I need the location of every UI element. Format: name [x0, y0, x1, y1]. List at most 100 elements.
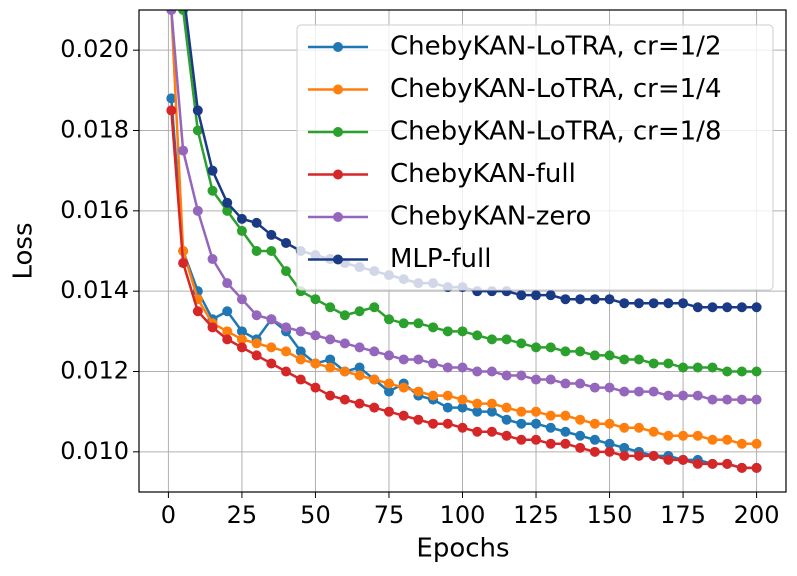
data-point [266, 229, 277, 240]
data-point [633, 422, 644, 433]
x-tick-label: 25 [227, 501, 258, 529]
data-point [678, 390, 689, 401]
data-point [501, 414, 512, 425]
data-point [472, 398, 483, 409]
data-point [736, 462, 747, 473]
data-point [692, 362, 703, 373]
data-point [575, 414, 586, 425]
data-point [383, 406, 394, 417]
data-point [619, 422, 630, 433]
data-point [413, 354, 424, 365]
legend-label: ChebyKAN-LoTRA, cr=1/2 [390, 32, 722, 62]
data-point [369, 402, 380, 413]
y-axis-label: Loss [9, 222, 39, 279]
x-tick-label: 50 [300, 501, 331, 529]
data-point [516, 406, 527, 417]
data-point [281, 366, 292, 377]
data-point [501, 402, 512, 413]
data-point [575, 294, 586, 305]
data-point [619, 298, 630, 309]
data-point [310, 294, 321, 305]
data-point [648, 450, 659, 461]
data-point [531, 342, 542, 353]
data-point [383, 314, 394, 325]
data-point [633, 298, 644, 309]
data-point [722, 366, 733, 377]
data-point [428, 322, 439, 333]
data-point [516, 418, 527, 429]
legend: ChebyKAN-LoTRA, cr=1/2 ChebyKAN-LoTRA, cr… [296, 24, 774, 291]
data-point [575, 442, 586, 453]
data-point [486, 334, 497, 345]
data-point [339, 338, 350, 349]
data-point [589, 382, 600, 393]
data-point [589, 434, 600, 445]
plot-area [166, 10, 762, 473]
legend-label: ChebyKAN-LoTRA, cr=1/8 [390, 117, 722, 147]
data-point [692, 430, 703, 441]
data-point [166, 105, 177, 116]
data-point [457, 362, 468, 373]
legend-label: MLP-full [390, 244, 492, 274]
data-point [222, 197, 233, 208]
data-point [428, 418, 439, 429]
data-point [251, 338, 262, 349]
legend-marker [333, 212, 343, 222]
legend-marker [333, 127, 343, 137]
data-point [545, 438, 556, 449]
data-point [516, 338, 527, 349]
data-point [736, 302, 747, 313]
data-point [457, 422, 468, 433]
data-point [692, 390, 703, 401]
data-point [236, 294, 247, 305]
data-point [207, 185, 218, 196]
data-point [428, 390, 439, 401]
x-tick-label: 100 [440, 501, 486, 529]
data-point [383, 350, 394, 361]
data-point [722, 458, 733, 469]
data-point [648, 358, 659, 369]
legend-marker [333, 169, 343, 180]
data-point [354, 306, 365, 317]
data-point [516, 434, 527, 445]
data-point [648, 298, 659, 309]
data-point [166, 10, 177, 15]
data-point [369, 374, 380, 385]
data-point [707, 302, 718, 313]
y-tick-label: 0.012 [60, 357, 129, 385]
data-point [619, 442, 630, 453]
data-point [207, 254, 218, 265]
legend-box [296, 24, 774, 291]
data-point [604, 446, 615, 457]
data-point [633, 450, 644, 461]
data-point [310, 330, 321, 341]
data-point [178, 258, 189, 269]
data-point [222, 205, 233, 216]
data-point [281, 322, 292, 333]
data-point [295, 354, 306, 365]
data-point [192, 125, 203, 136]
data-point [663, 454, 674, 465]
data-point [575, 378, 586, 389]
data-point [619, 354, 630, 365]
data-point [707, 434, 718, 445]
data-point [751, 438, 762, 449]
data-point [295, 346, 306, 357]
data-point [413, 414, 424, 425]
data-point [604, 294, 615, 305]
data-point [192, 105, 203, 116]
data-point [354, 342, 365, 353]
data-point [736, 438, 747, 449]
data-point [722, 394, 733, 405]
data-point [457, 402, 468, 413]
data-point [310, 358, 321, 369]
data-point [501, 334, 512, 345]
data-point [707, 458, 718, 469]
data-point [178, 145, 189, 156]
data-point [531, 434, 542, 445]
data-point [236, 213, 247, 224]
data-point [589, 418, 600, 429]
x-tick-label: 150 [587, 501, 633, 529]
